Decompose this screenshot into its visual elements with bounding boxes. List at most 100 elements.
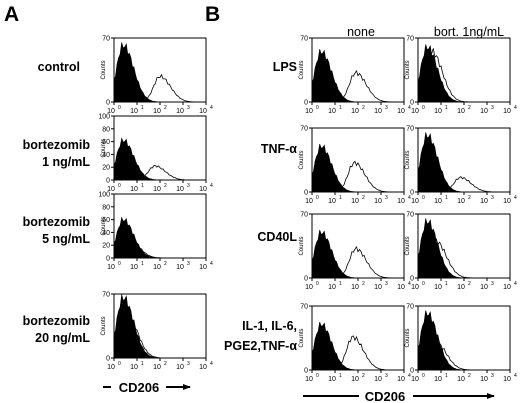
x-tick-exponent: 2 [362,281,365,287]
x-tick-label: 10 [434,198,442,205]
x-tick-label: 10 [176,108,184,115]
x-tick-label: 10 [374,376,382,383]
x-tick-label: 10 [480,108,488,115]
panel-a-label-bortezomib-1: bortezomib [23,138,91,152]
x-tick-exponent: 0 [316,281,319,287]
y-tick-label: 0 [410,368,414,375]
x-tick-label: 10 [457,108,465,115]
x-tick-label: 10 [107,186,115,193]
x-tick-exponent: 3 [385,281,388,287]
x-tick-label: 10 [480,376,488,383]
x-tick-label: 10 [107,108,115,115]
x-tick-exponent: 2 [468,373,471,379]
x-tick-exponent: 2 [362,195,365,201]
x-tick-exponent: 4 [514,195,517,201]
y-axis-label: Counts [405,328,411,347]
x-tick-exponent: 2 [164,183,167,189]
y-axis-label: Counts [299,60,305,79]
x-tick-label: 10 [107,364,115,371]
x-tick-exponent: 0 [118,183,121,189]
y-tick-label: 20 [102,165,110,172]
cd206-histogram [417,339,510,371]
x-tick-label: 10 [130,264,138,271]
x-tick-label: 10 [457,284,465,291]
y-axis-label: Counts [101,138,107,157]
x-tick-exponent: 2 [468,195,471,201]
x-tick-label: 10 [130,186,138,193]
x-tick-label: 10 [351,376,359,383]
x-tick-label: 10 [130,364,138,371]
y-tick-label: 70 [102,292,110,299]
panel-a-label-control: control [38,60,80,74]
x-tick-label: 10 [457,376,465,383]
y-axis-label: Counts [299,150,305,169]
y-tick-label: 0 [106,356,110,363]
x-tick-exponent: 0 [316,195,319,201]
cd206-histogram [418,176,510,193]
x-tick-exponent: 4 [408,195,411,201]
y-tick-label: 40 [102,230,110,237]
x-tick-exponent: 0 [118,261,121,267]
panel-b-label-lps: LPS [273,60,297,74]
x-tick-label: 10 [176,364,184,371]
x-tick-label: 10 [107,264,115,271]
x-tick-label: 10 [153,108,161,115]
x-tick-exponent: 3 [187,105,190,111]
x-tick-exponent: 2 [362,373,365,379]
y-tick-label: 0 [304,100,308,107]
x-tick-label: 10 [434,284,442,291]
x-tick-label: 10 [305,284,313,291]
y-tick-label: 70 [300,36,308,43]
panel-b-label-cocktail-line2: PGE2,TNF-α [224,339,297,353]
x-tick-exponent: 4 [514,373,517,379]
y-tick-label: 0 [106,178,110,185]
y-tick-label: 70 [102,36,110,43]
y-tick-label: 70 [300,126,308,133]
x-tick-exponent: 0 [316,105,319,111]
x-tick-exponent: 0 [118,361,121,367]
x-tick-exponent: 1 [339,281,342,287]
y-tick-label: 70 [406,212,414,219]
panel-a-letter: A [4,3,19,26]
y-tick-label: 100 [98,192,110,199]
x-tick-exponent: 3 [491,105,494,111]
x-tick-exponent: 4 [210,361,213,367]
cd206-histogram [312,245,404,279]
x-tick-exponent: 3 [385,373,388,379]
x-tick-exponent: 4 [210,183,213,189]
y-tick-label: 0 [304,368,308,375]
x-tick-exponent: 0 [422,105,425,111]
y-axis-label: Counts [299,236,305,255]
x-tick-exponent: 3 [385,195,388,201]
x-tick-exponent: 4 [408,105,411,111]
y-tick-label: 70 [300,212,308,219]
x-tick-exponent: 1 [445,195,448,201]
x-tick-exponent: 4 [210,261,213,267]
x-tick-label: 10 [176,264,184,271]
y-axis-label: Counts [101,216,107,235]
y-axis-label: Counts [405,236,411,255]
y-tick-label: 60 [102,217,110,224]
x-tick-exponent: 2 [468,281,471,287]
x-tick-label: 10 [503,284,511,291]
x-tick-exponent: 3 [187,183,190,189]
y-tick-label: 60 [102,139,110,146]
x-tick-label: 10 [411,284,419,291]
x-tick-label: 10 [305,376,313,383]
x-tick-exponent: 1 [141,105,144,111]
x-tick-exponent: 1 [141,183,144,189]
panel-b-label-tnf: TNF-α [261,142,297,156]
cd206-histogram [312,160,404,193]
panel-a-label-bortezomib-20: bortezomib [23,314,91,328]
x-tick-label: 10 [153,186,161,193]
y-tick-label: 70 [406,304,414,311]
cd206-histogram [417,48,510,103]
x-tick-exponent: 3 [187,261,190,267]
